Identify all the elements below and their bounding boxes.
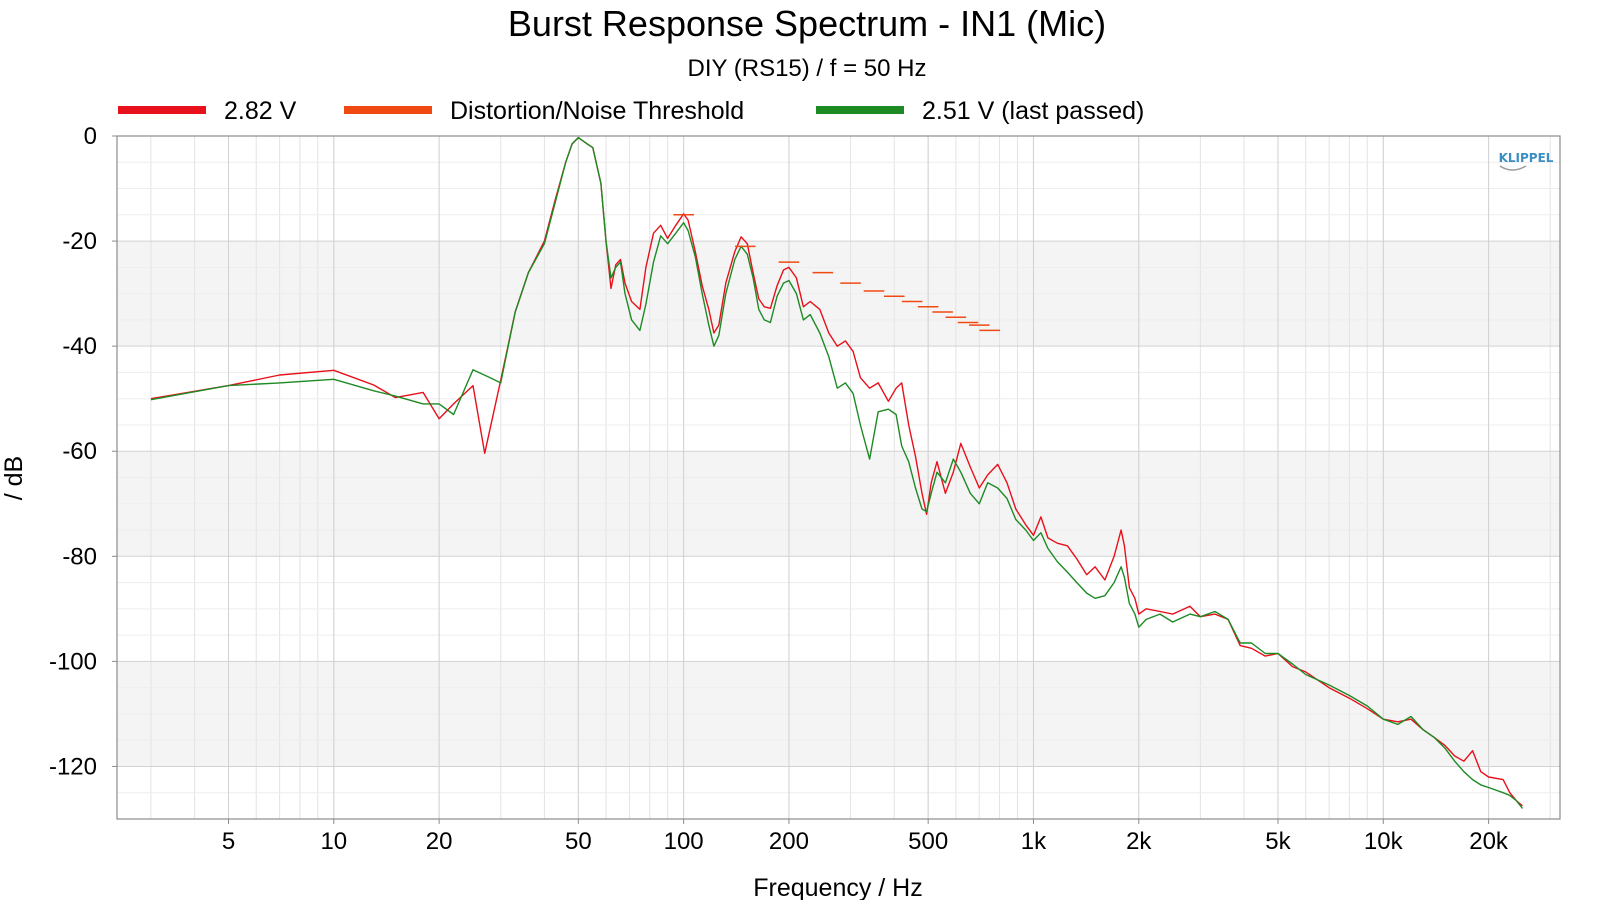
x-tick-label: 10k — [1364, 828, 1404, 855]
x-tick-label: 20k — [1469, 828, 1509, 855]
klippel-logo: KLIPPEL — [1499, 151, 1554, 171]
plot-frame — [116, 135, 1561, 820]
x-tick-label: 10 — [320, 828, 347, 855]
x-axis-label: Frequency / Hz — [753, 874, 923, 900]
y-axis-ticks: 0 -20 -40 -60 -80 -100 -120 — [49, 123, 117, 780]
chart-title: Burst Response Spectrum - IN1 (Mic) — [508, 3, 1106, 44]
y-tick-label: -100 — [49, 648, 97, 675]
x-tick-label: 50 — [565, 828, 592, 855]
y-tick-label: -40 — [62, 333, 97, 360]
y-axis-label: / dB — [0, 456, 28, 500]
brand-text: KLIPPEL — [1499, 151, 1554, 165]
x-tick-label: 1k — [1021, 828, 1047, 855]
x-tick-label: 500 — [908, 828, 948, 855]
legend: 2.82 V Distortion/Noise Threshold 2.51 V… — [118, 97, 1144, 125]
x-axis-ticks: 5 10 20 50 100 200 500 1k 2k 5k 10k 20k — [222, 819, 1509, 855]
x-tick-label: 2k — [1126, 828, 1152, 855]
series-layer — [150, 136, 1524, 809]
y-tick-label: -120 — [49, 753, 97, 780]
x-tick-label: 5k — [1265, 828, 1291, 855]
y-tick-label: 0 — [84, 123, 97, 150]
x-tick-label: 20 — [426, 828, 453, 855]
legend-label-2-82v: 2.82 V — [224, 97, 297, 125]
brand-swoosh-icon — [1499, 165, 1527, 171]
x-tick-label: 5 — [222, 828, 235, 855]
y-tick-label: -20 — [62, 228, 97, 255]
y-tick-label: -60 — [62, 438, 97, 465]
legend-label-2-51v: 2.51 V (last passed) — [922, 97, 1144, 125]
legend-label-threshold: Distortion/Noise Threshold — [450, 97, 744, 125]
x-tick-label: 200 — [769, 828, 809, 855]
series-2-51-v-last-passed-line — [150, 136, 1524, 809]
y-tick-label: -80 — [62, 543, 97, 570]
x-tick-label: 100 — [664, 828, 704, 855]
chart-subtitle: DIY (RS15) / f = 50 Hz — [688, 55, 927, 82]
series-distortion-noise-threshold — [673, 214, 1001, 332]
